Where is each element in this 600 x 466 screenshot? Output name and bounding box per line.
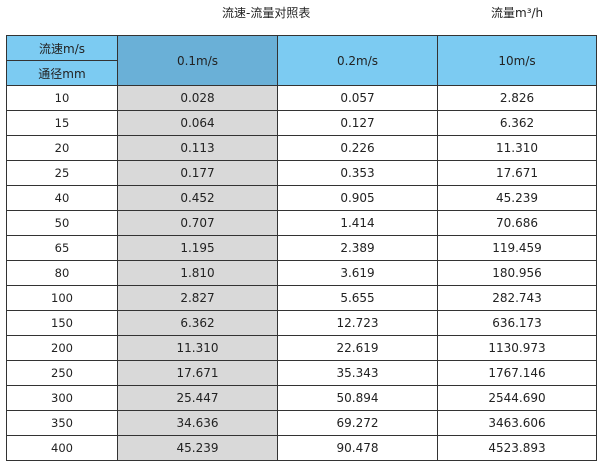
table-row: 150 6.362 12.723 636.173 [6, 310, 597, 336]
diameter-header: 通径mm [6, 60, 118, 86]
flow-cell: 2544.690 [437, 385, 597, 411]
flow-cell: 636.173 [437, 310, 597, 336]
flow-cell: 0.127 [277, 110, 438, 136]
table-row: 100 2.827 5.655 282.743 [6, 285, 597, 311]
flow-cell: 17.671 [437, 160, 597, 186]
table-row: 25 0.177 0.353 17.671 [6, 160, 597, 186]
flow-cell: 35.343 [277, 360, 438, 386]
flow-cell: 119.459 [437, 235, 597, 261]
flow-cell: 0.226 [277, 135, 438, 161]
flow-cell: 0.113 [117, 135, 278, 161]
diameter-cell: 10 [6, 85, 118, 111]
diameter-cell: 400 [6, 435, 118, 461]
flow-cell: 6.362 [117, 310, 278, 336]
flow-cell: 4523.893 [437, 435, 597, 461]
flow-cell: 50.894 [277, 385, 438, 411]
flow-cell: 22.619 [277, 335, 438, 361]
flow-cell: 1130.973 [437, 335, 597, 361]
table-row: 15 0.064 0.127 6.362 [6, 110, 597, 136]
flow-cell: 11.310 [117, 335, 278, 361]
diameter-cell: 50 [6, 210, 118, 236]
flow-cell: 180.956 [437, 260, 597, 286]
column-header: 0.2m/s [277, 35, 438, 86]
table-row: 350 34.636 69.272 3463.606 [6, 410, 597, 436]
table-row: 65 1.195 2.389 119.459 [6, 235, 597, 261]
unit-label: 流量m³/h [491, 6, 544, 20]
diameter-cell: 350 [6, 410, 118, 436]
flow-cell: 2.827 [117, 285, 278, 311]
table-title: 流速-流量对照表 [222, 6, 311, 20]
flow-cell: 3463.606 [437, 410, 597, 436]
flow-cell: 25.447 [117, 385, 278, 411]
flow-cell: 0.452 [117, 185, 278, 211]
flow-cell: 5.655 [277, 285, 438, 311]
diameter-cell: 80 [6, 260, 118, 286]
diameter-cell: 25 [6, 160, 118, 186]
table-row: 400 45.239 90.478 4523.893 [6, 435, 597, 461]
flow-cell: 34.636 [117, 410, 278, 436]
flow-cell: 1767.146 [437, 360, 597, 386]
flow-cell: 90.478 [277, 435, 438, 461]
flow-cell: 3.619 [277, 260, 438, 286]
flow-cell: 11.310 [437, 135, 597, 161]
table-row: 200 11.310 22.619 1130.973 [6, 335, 597, 361]
diameter-cell: 150 [6, 310, 118, 336]
diameter-cell: 200 [6, 335, 118, 361]
diameter-cell: 300 [6, 385, 118, 411]
table-row: 80 1.810 3.619 180.956 [6, 260, 597, 286]
velocity-header: 流速m/s [6, 35, 118, 61]
diameter-cell: 100 [6, 285, 118, 311]
flow-cell: 0.064 [117, 110, 278, 136]
flow-table: 流速m/s 0.1m/s 0.2m/s 10m/s 通径mm 10 0.028 0.… [6, 35, 597, 461]
flow-cell: 70.686 [437, 210, 597, 236]
table-row: 10 0.028 0.057 2.826 [6, 85, 597, 111]
flow-cell: 2.389 [277, 235, 438, 261]
flow-cell: 1.195 [117, 235, 278, 261]
flow-cell: 1.810 [117, 260, 278, 286]
flow-cell: 0.905 [277, 185, 438, 211]
flow-cell: 6.362 [437, 110, 597, 136]
diameter-cell: 65 [6, 235, 118, 261]
column-header: 0.1m/s [117, 35, 278, 86]
column-header: 10m/s [437, 35, 597, 86]
table-row: 300 25.447 50.894 2544.690 [6, 385, 597, 411]
table-row: 40 0.452 0.905 45.239 [6, 185, 597, 211]
table-row: 250 17.671 35.343 1767.146 [6, 360, 597, 386]
flow-cell: 45.239 [437, 185, 597, 211]
flow-cell: 0.057 [277, 85, 438, 111]
flow-cell: 45.239 [117, 435, 278, 461]
table-row: 20 0.113 0.226 11.310 [6, 135, 597, 161]
flow-cell: 0.353 [277, 160, 438, 186]
diameter-cell: 20 [6, 135, 118, 161]
flow-cell: 17.671 [117, 360, 278, 386]
flow-cell: 0.177 [117, 160, 278, 186]
flow-cell: 12.723 [277, 310, 438, 336]
diameter-cell: 250 [6, 360, 118, 386]
diameter-cell: 40 [6, 185, 118, 211]
flow-cell: 0.707 [117, 210, 278, 236]
flow-cell: 1.414 [277, 210, 438, 236]
flow-cell: 69.272 [277, 410, 438, 436]
table-row: 50 0.707 1.414 70.686 [6, 210, 597, 236]
flow-cell: 282.743 [437, 285, 597, 311]
flow-cell: 0.028 [117, 85, 278, 111]
flow-cell: 2.826 [437, 85, 597, 111]
diameter-cell: 15 [6, 110, 118, 136]
